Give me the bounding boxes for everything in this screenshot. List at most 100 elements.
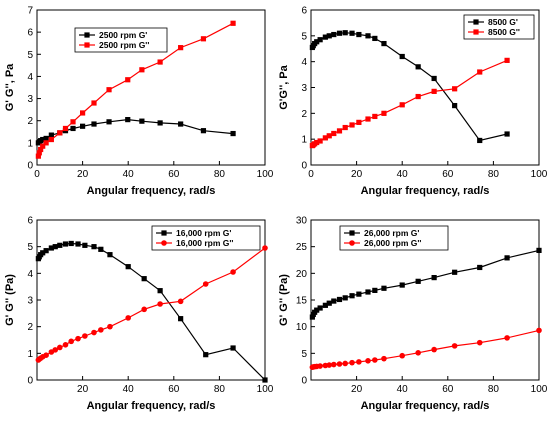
data-point [342,30,348,36]
data-point [200,36,207,42]
data-point [98,327,104,333]
x-axis-title: Angular frequency, rad/s [361,185,490,197]
panel-4: 20 40 60 80 100 0 5 10 15 20 25 30 Angular frequency… [278,216,548,413]
legend-marker [84,42,90,48]
data-point [230,20,236,26]
x-axis-title: Angular frequency, rad/s [87,400,216,412]
data-point [230,130,236,137]
legend-label: 8500 G'' [488,27,520,37]
data-point [48,245,54,251]
x-tick-label: 100 [531,169,548,180]
y-tick-label: 1 [27,349,33,360]
data-point [107,323,113,330]
data-point [80,110,86,116]
x-tick-label: 0 [308,169,314,180]
data-point [431,346,437,353]
legend-marker [349,230,355,236]
panel-3: 20 40 60 80 100 0 1 2 3 4 5 6 Angular frequency, rad… [4,216,274,413]
x-axis-title: Angular frequency, rad/s [87,185,216,197]
data-point [80,123,86,129]
data-point [57,344,63,351]
x-tick-label: 20 [77,169,89,180]
data-point [157,288,163,294]
data-point [70,125,76,132]
data-point [415,64,421,70]
data-point [349,122,355,128]
legend-label: 2500 rpm G' [99,30,147,40]
legend-box [74,27,168,53]
data-point [477,137,483,144]
data-point [415,93,421,100]
y-tick-label: 2 [27,322,33,333]
x-tick-label: 0 [34,169,40,180]
y-tick-label: 3 [27,296,33,307]
data-point [317,138,323,144]
data-point [43,248,49,254]
series-line [37,242,266,381]
y-axis-title: G'G'', Pa [278,64,290,109]
y-tick-label: 0 [301,376,307,387]
data-point [331,130,337,137]
x-tick-label: 40 [123,384,135,395]
series-line [311,32,508,142]
data-point [157,301,163,307]
data-point [336,361,343,367]
data-point [415,278,421,284]
data-point [399,282,405,288]
data-point [62,125,69,132]
data-point [106,119,112,125]
data-point [331,298,337,304]
data-point [431,88,437,94]
legend: 26,000 rpm G'26,000 rpm G'' [339,225,449,251]
y-tick-label: 20 [296,269,308,280]
data-point [326,362,333,368]
plot-frame [36,9,266,166]
data-point [178,45,184,51]
data-point [372,113,378,120]
data-point [106,87,112,93]
data-point [157,120,163,126]
legend-box [151,225,261,251]
data-point [68,338,74,345]
data-point [431,275,437,281]
data-point [139,67,145,73]
data-point [365,358,371,364]
y-tick-label: 10 [296,322,308,333]
legend-label: 8500 G' [488,17,518,27]
data-point [336,30,343,36]
x-tick-label: 40 [397,169,409,180]
data-point [349,293,355,299]
data-point [372,35,378,42]
data-point [477,264,483,271]
data-point [57,130,63,136]
y-tick-label: 0 [27,376,33,387]
data-point [230,269,236,275]
y-tick-label: 7 [27,6,33,17]
data-point [125,264,131,270]
data-point [40,250,46,256]
y-tick-label: 6 [27,216,33,227]
data-point [48,132,54,138]
data-point [372,287,378,293]
data-point [365,289,371,295]
y-axis-title: G' G'' (Pa) [278,274,290,326]
y-axis-title: G' G'' (Pa) [4,274,16,326]
x-tick-label: 20 [77,384,89,395]
y-tick-label: 0 [301,161,307,172]
data-point [203,352,209,358]
data-point [139,118,145,124]
x-tick-label: 20 [351,169,363,180]
y-tick-label: 15 [296,296,308,307]
data-point [75,335,81,342]
data-point [372,357,378,363]
x-tick-label: 40 [123,169,135,180]
legend: 8500 G'8500 G'' [463,14,535,40]
legend-marker [161,240,167,246]
data-point [52,244,58,250]
x-tick-label: 80 [488,384,500,395]
x-tick-label: 60 [168,384,180,395]
data-point [125,77,131,83]
data-point [48,136,54,143]
data-point [336,128,343,134]
